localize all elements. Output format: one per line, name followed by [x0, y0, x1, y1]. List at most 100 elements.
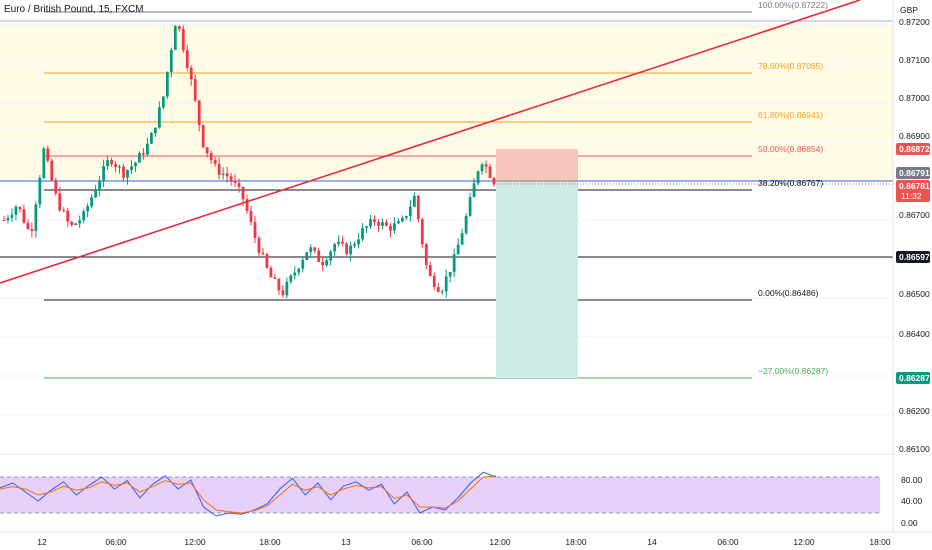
candle-up [150, 133, 153, 144]
candle-up [460, 233, 464, 245]
time-tick: 12:00 [793, 537, 815, 547]
price-tick: 0.86400 [899, 329, 930, 339]
candle-up [365, 226, 368, 229]
candle-down [249, 211, 253, 223]
candle-down [66, 210, 70, 222]
candle-up [221, 173, 225, 175]
badge-0.86781-text: 0.86781 [899, 181, 930, 191]
candle-down [2, 220, 6, 221]
price-tick: 0.86500 [899, 289, 930, 299]
candle-down [313, 247, 317, 251]
time-tick: 06:00 [411, 537, 433, 547]
candle-down [281, 290, 285, 296]
candle-down [245, 199, 249, 212]
candle-down [70, 221, 74, 225]
candle-up [404, 215, 408, 218]
candle-up [14, 206, 18, 215]
candle-down [205, 147, 209, 154]
candle-up [165, 71, 169, 97]
candle-down [22, 209, 26, 223]
candle-up [173, 26, 177, 50]
chart-title: Euro / British Pound, 15, FXCM [4, 4, 144, 15]
badge-0.86597-text: 0.86597 [899, 252, 930, 262]
candle-up [134, 162, 137, 167]
rsi-d-line [0, 475, 497, 514]
badge-countdown: 11:32 [901, 191, 922, 201]
short-position-stop-zone[interactable] [496, 149, 578, 181]
candle-down [197, 100, 201, 126]
time-tick: 18:00 [869, 537, 891, 547]
candle-down [177, 26, 181, 29]
candle-down [253, 222, 257, 238]
candle-up [357, 239, 360, 245]
candle-up [468, 197, 472, 216]
candle-down [436, 287, 440, 292]
candle-up [333, 244, 337, 252]
price-tick: 0.87000 [899, 93, 930, 103]
time-tick: 18:00 [259, 537, 281, 547]
candle-up [309, 247, 313, 253]
candle-up [94, 190, 98, 198]
candle-up [169, 49, 173, 72]
rsi-tick: 40.00 [901, 496, 923, 506]
candle-down [416, 195, 420, 220]
candle-up [325, 260, 329, 266]
candle-up [329, 251, 333, 261]
candle-up [472, 183, 476, 198]
candle-down [122, 166, 125, 178]
time-tick: 18:00 [565, 537, 587, 547]
candle-up [361, 228, 364, 240]
candle-down [385, 222, 388, 226]
candle-down [237, 183, 241, 187]
candle-down [273, 277, 277, 279]
fib-label-0: 0.00%(0.86486) [758, 288, 819, 298]
fib-label-minus27: −27.00%(0.86287) [758, 366, 828, 376]
candle-down [30, 228, 34, 231]
candle-up [381, 222, 384, 226]
candle-up [74, 223, 78, 225]
candle-up [476, 171, 480, 184]
candle-up [297, 268, 301, 273]
candle-down [345, 243, 348, 255]
candle-down [317, 250, 321, 262]
candle-down [50, 160, 54, 181]
badge-0.86287-text: 0.86287 [899, 373, 930, 383]
price-tick: 0.86900 [899, 131, 930, 141]
fib-label-618: 61.80%(0.86941) [758, 110, 823, 120]
candle-up [408, 206, 412, 216]
candle-down [257, 237, 261, 253]
trendline[interactable] [0, 0, 861, 284]
candle-up [444, 276, 448, 292]
rsi-band [0, 477, 880, 513]
candle-down [217, 163, 221, 175]
time-tick: 14 [647, 537, 657, 547]
candle-up [130, 166, 133, 170]
axis-currency: GBP [900, 5, 918, 15]
candle-down [432, 275, 436, 288]
candle-up [82, 211, 86, 221]
short-position-target-zone[interactable] [496, 181, 578, 378]
candle-up [301, 260, 305, 269]
price-tick: 0.86100 [899, 444, 930, 454]
badge-0.86872-text: 0.86872 [899, 144, 930, 154]
candle-down [241, 186, 245, 200]
candle-up [353, 244, 356, 246]
badge-0.86597 [896, 251, 930, 263]
price-axis[interactable] [893, 0, 932, 454]
candle-down [114, 164, 117, 167]
candle-up [400, 217, 404, 222]
price-tick: 0.86700 [899, 210, 930, 220]
badge-0.86791-text: 0.86791 [899, 168, 930, 178]
candle-up [38, 177, 42, 205]
candle-up [448, 271, 452, 277]
candle-down [58, 193, 62, 211]
candle-up [480, 164, 484, 172]
candle-up [397, 221, 400, 224]
badge-0.86287 [896, 372, 930, 384]
candle-down [488, 166, 492, 178]
time-axis[interactable]: 12 06:00 12:00 18:00 13 06:00 12:00 18:00 14 06:0… [37, 537, 891, 547]
badge-0.86791 [896, 167, 930, 179]
candle-up [34, 204, 38, 231]
candle-up [337, 241, 341, 245]
